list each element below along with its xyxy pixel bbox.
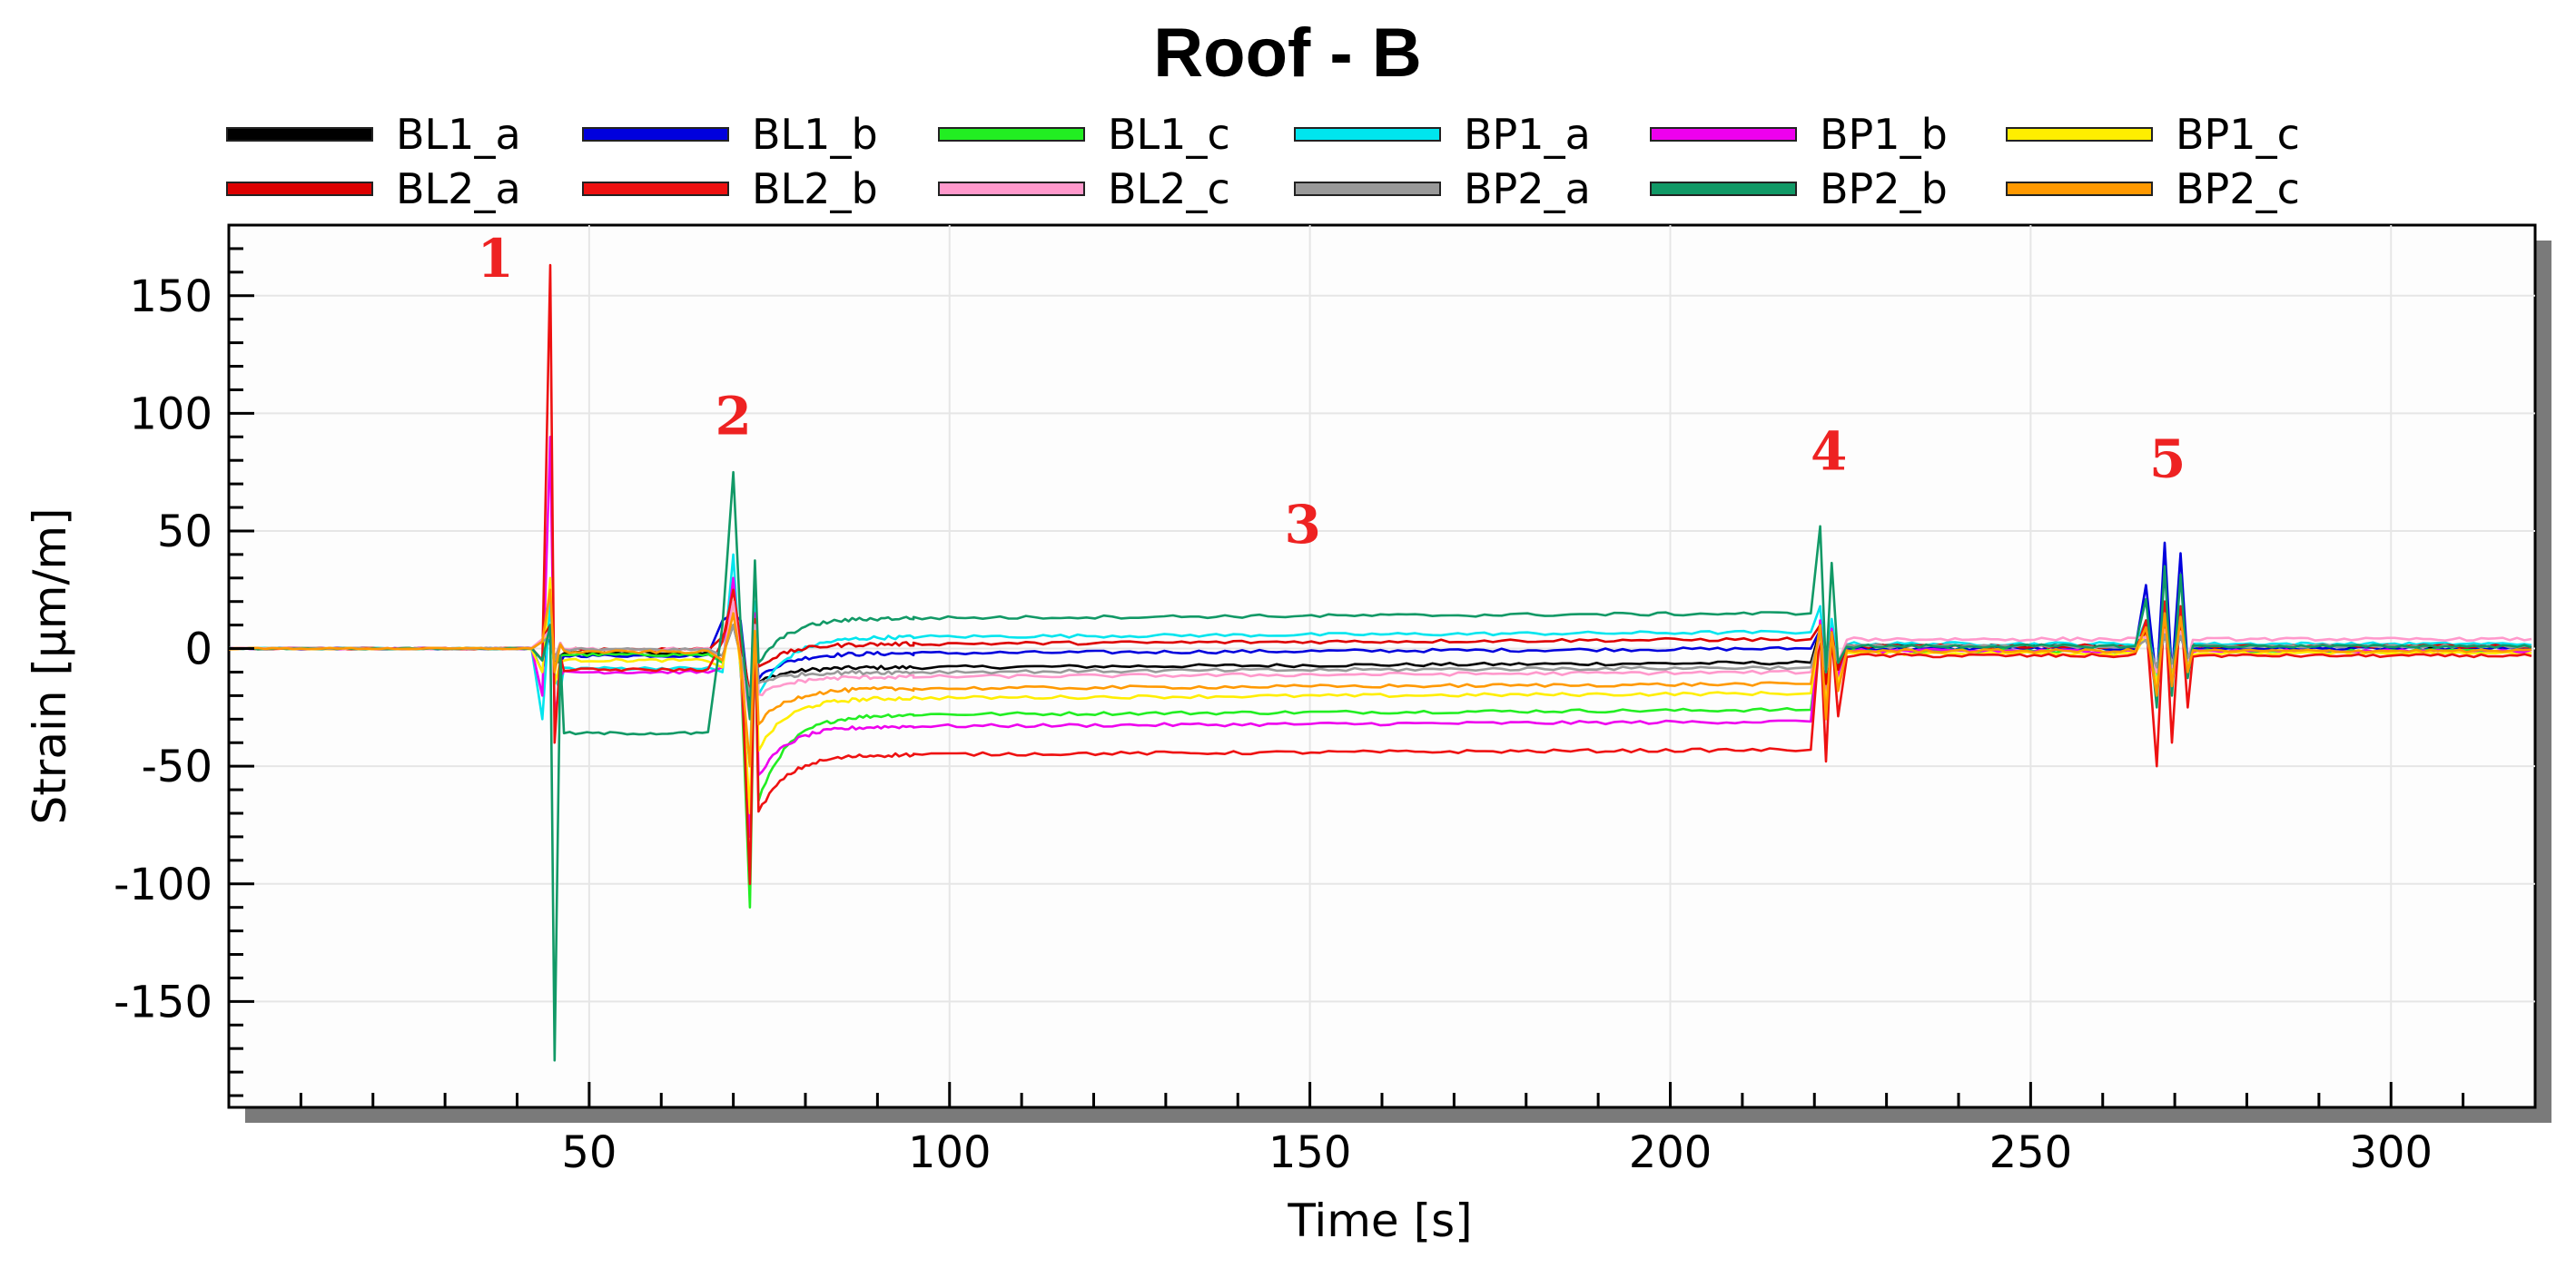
legend-label: BL1_c [1108,110,1230,159]
legend-label: BL2_b [752,164,878,213]
series-line-BL2_b [229,263,2532,886]
legend-label: BP1_b [1820,110,1948,159]
legend: BL1_a BL1_b BL1_c BP1_a BP1_b BP1_c BL2_a BL2_b… [226,110,2300,213]
legend-swatch [582,127,729,142]
event-annotation: 1 [478,228,514,290]
y-tick-label: 50 [157,506,212,557]
legend-swatch [1650,127,1797,142]
x-tick-label: 100 [908,1127,992,1178]
legend-label: BL1_a [396,110,521,159]
legend-label: BL1_b [752,110,878,159]
x-tick-label: 300 [2349,1127,2433,1178]
legend-swatch [1294,182,1441,196]
axes: 50 100 150 200 250 300 150 100 50 0 -50 -100 -150 [114,223,2465,1178]
legend-swatch [938,127,1085,142]
y-tick-label: -50 [142,742,212,792]
legend-label: BL2_a [396,164,521,213]
legend-swatch [226,127,373,142]
chart-title: Roof - B [1153,15,1421,92]
event-annotation: 3 [1285,494,1321,555]
legend-label: BP1_a [1464,110,1591,159]
annotations: 1 2 3 4 5 [478,228,2186,555]
legend-swatch [1294,127,1441,142]
legend-label: BL2_c [1108,164,1230,213]
x-axis-label: Time [s] [1287,1194,1472,1247]
legend-label: BP2_a [1464,164,1591,213]
x-tick-label: 250 [1989,1127,2073,1178]
x-tick-label: 200 [1629,1127,1712,1178]
legend-swatch [226,182,373,196]
legend-swatch [582,182,729,196]
legend-swatch [938,182,1085,196]
y-tick-label: -100 [114,860,212,910]
legend-swatch [2006,127,2153,142]
legend-swatch [1650,182,1797,196]
legend-label: BP1_c [2176,110,2300,159]
x-tick-label: 50 [561,1127,617,1178]
legend-swatch [2006,182,2153,196]
y-axis-label: Strain [μm/m] [24,507,76,824]
y-tick-label: -150 [114,977,212,1027]
event-annotation: 4 [1811,421,1847,483]
series-line-BP2_c [229,588,2532,768]
x-tick-label: 150 [1268,1127,1352,1178]
event-annotation: 2 [715,386,751,447]
y-tick-label: 0 [184,624,212,675]
legend-label: BP2_c [2176,164,2300,213]
y-tick-label: 100 [129,388,212,439]
legend-label: BP2_b [1820,164,1948,213]
y-tick-label: 150 [129,271,212,322]
series-group [229,263,2532,1062]
event-annotation: 5 [2149,428,2186,489]
series-line-BP2_b [229,470,2532,1062]
